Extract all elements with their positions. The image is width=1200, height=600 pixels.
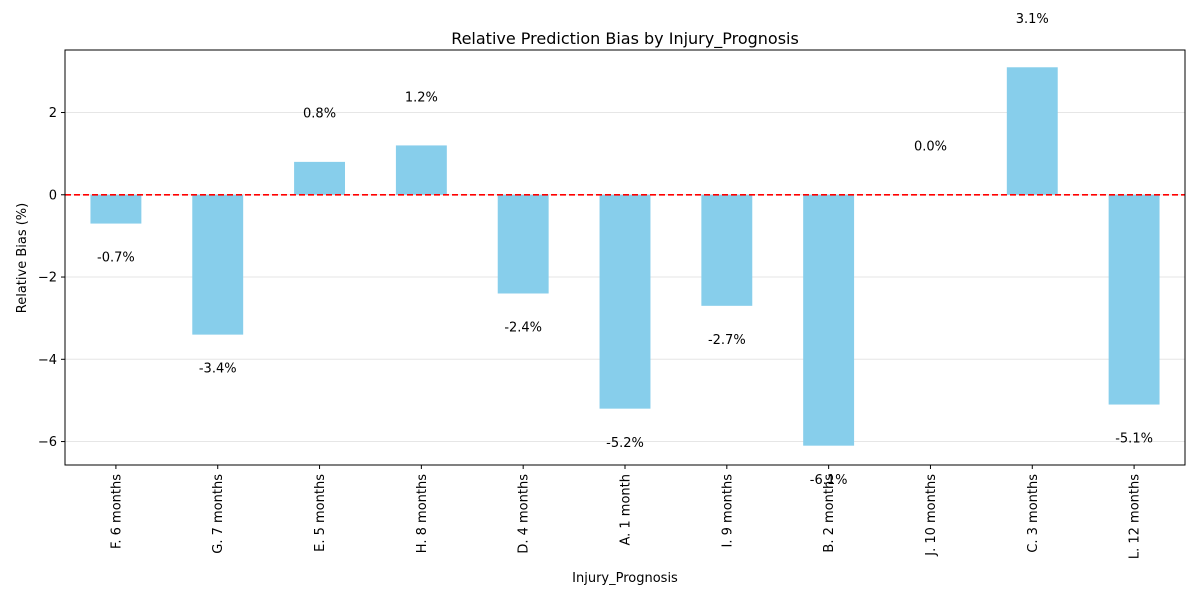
bar-value-label: 3.1% bbox=[1016, 12, 1049, 27]
y-tick-label: −6 bbox=[38, 435, 57, 450]
x-tick-label: I. 9 months bbox=[720, 474, 735, 548]
y-tick-label: −2 bbox=[38, 271, 57, 286]
x-tick-label: D. 4 months bbox=[517, 474, 532, 554]
y-tick-label: 2 bbox=[49, 106, 57, 121]
y-axis-label: Relative Bias (%) bbox=[15, 203, 30, 313]
y-tick-label: −4 bbox=[38, 353, 57, 368]
x-tick-label: J. 10 months bbox=[924, 474, 939, 557]
x-tick-label: B. 2 months bbox=[822, 474, 837, 553]
bar-value-label: -0.7% bbox=[97, 251, 135, 266]
bar bbox=[701, 194, 753, 306]
y-tick-label: 0 bbox=[49, 188, 57, 203]
bar-value-label: -5.2% bbox=[606, 436, 644, 451]
x-axis-label: Injury_Prognosis bbox=[572, 571, 678, 586]
bar bbox=[192, 194, 244, 335]
bar bbox=[395, 145, 447, 195]
x-tick-label: C. 3 months bbox=[1026, 474, 1041, 553]
bar-value-label: 0.0% bbox=[914, 140, 947, 155]
y-axis-ticks: −6 −4 −2 0 2 bbox=[38, 106, 65, 450]
x-tick-label: E. 5 months bbox=[313, 474, 328, 552]
bar-layer bbox=[90, 67, 1160, 446]
x-tick-label: A. 1 month bbox=[619, 474, 634, 546]
x-axis-ticks: F. 6 months G. 7 months E. 5 months H. 8 mo… bbox=[109, 465, 1143, 559]
bar-value-label: 1.2% bbox=[405, 90, 438, 105]
bar bbox=[599, 194, 651, 409]
bar-value-label: -3.4% bbox=[199, 362, 237, 377]
bar-value-label: -2.7% bbox=[708, 333, 746, 348]
x-tick-label: F. 6 months bbox=[109, 474, 124, 549]
bar bbox=[497, 194, 549, 294]
x-tick-label: L. 12 months bbox=[1128, 474, 1143, 559]
bar-value-label: 0.8% bbox=[303, 107, 336, 122]
value-label-layer: -0.7% -3.4% 0.8% 1.2% -2.4% -5.2% -2.7% -6.1% 0.… bbox=[97, 12, 1153, 488]
bar bbox=[294, 161, 345, 195]
bar bbox=[803, 194, 855, 446]
chart-title: Relative Prediction Bias by Injury_Progn… bbox=[451, 29, 799, 49]
bar bbox=[90, 194, 142, 224]
bar-value-label: -5.1% bbox=[1115, 432, 1153, 447]
bar-value-label: -6.1% bbox=[810, 473, 848, 488]
x-tick-label: H. 8 months bbox=[415, 474, 430, 553]
x-tick-label: G. 7 months bbox=[211, 474, 226, 554]
bar bbox=[1108, 194, 1160, 405]
bar-value-label: -2.4% bbox=[504, 321, 542, 336]
bar bbox=[1006, 67, 1058, 195]
